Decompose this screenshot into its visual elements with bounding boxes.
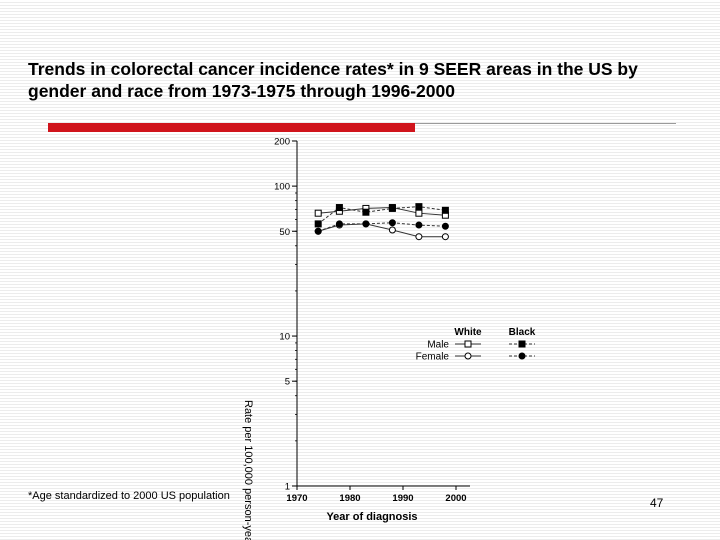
series-line-white-male	[318, 207, 446, 216]
data-point-black-female	[335, 220, 343, 228]
y-tick-label: 100	[274, 182, 290, 193]
legend-row-male: Male	[427, 340, 449, 351]
page-number: 47	[650, 496, 664, 510]
series-line-black-male	[317, 206, 446, 225]
legend-row-female: Female	[416, 352, 450, 363]
slide-title: Trends in colorectal cancer incidence ra…	[28, 59, 638, 101]
data-point-black-female	[441, 222, 449, 230]
chart-axes: 1 5 10 50 100 200 1970 1980 1990 2000	[274, 137, 470, 504]
y-tick-label: 1	[285, 482, 290, 493]
series-black-male	[314, 203, 449, 228]
data-point-black-male	[314, 220, 322, 228]
legend-marker-white-female	[464, 352, 472, 360]
y-tick-label: 5	[285, 377, 290, 388]
y-tick-label: 50	[279, 227, 290, 238]
data-point-white-male	[314, 209, 322, 217]
data-point-black-male	[362, 208, 370, 216]
series-line-black-female	[318, 222, 446, 232]
data-point-black-female	[388, 219, 396, 227]
x-tick-label: 2000	[445, 493, 466, 504]
x-tick-label: 1970	[286, 493, 307, 504]
series-white-female	[314, 220, 449, 241]
data-point-white-female	[415, 233, 423, 241]
legend-header-white: White	[454, 327, 482, 338]
x-tick-label: 1990	[392, 493, 413, 504]
data-point-black-male	[441, 206, 449, 214]
data-point-black-female	[362, 220, 370, 228]
legend-marker-black-female	[518, 352, 526, 360]
data-point-black-female	[415, 221, 423, 229]
data-point-white-male	[415, 209, 423, 217]
y-axis-label: Rate per 100,000 person-years	[242, 400, 254, 540]
data-point-white-female	[388, 226, 396, 234]
chart-plot-area	[314, 203, 449, 241]
data-point-black-male	[335, 204, 343, 212]
x-axis-label: Year of diagnosis	[326, 511, 417, 523]
data-point-black-female	[314, 227, 322, 235]
data-point-black-male	[415, 203, 423, 211]
footnote: *Age standardized to 2000 US population	[28, 490, 230, 502]
legend-header-black: Black	[509, 327, 536, 338]
y-tick-label: 10	[279, 332, 290, 343]
series-black-female	[314, 219, 449, 235]
legend-marker-black-male	[518, 340, 526, 348]
y-tick-label: 200	[274, 137, 290, 148]
data-point-black-male	[388, 204, 396, 212]
legend-marker-white-male	[464, 340, 472, 348]
data-point-white-female	[441, 233, 449, 241]
title-accent-bar	[48, 123, 415, 132]
series-line-white-female	[318, 223, 446, 238]
x-tick-label: 1980	[339, 493, 360, 504]
